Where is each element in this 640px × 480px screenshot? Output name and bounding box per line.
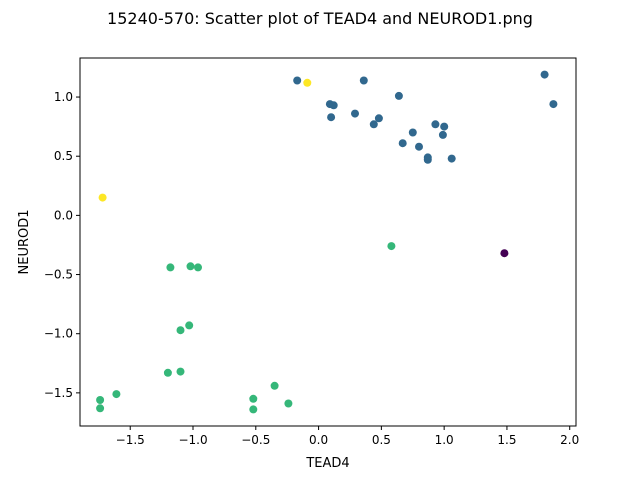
data-point-6 xyxy=(549,100,558,109)
data-point-14 xyxy=(438,130,447,139)
x-tick-label: 1.0 xyxy=(435,433,454,447)
data-point-37 xyxy=(284,399,293,408)
data-point-9 xyxy=(374,114,383,123)
y-tick-label: 0.0 xyxy=(54,208,73,222)
data-point-0 xyxy=(293,76,302,85)
data-point-7 xyxy=(351,109,359,118)
data-point-22 xyxy=(500,249,509,258)
y-axis-label: NEUROD1 xyxy=(17,210,32,275)
y-tick-label: −1.5 xyxy=(44,386,73,400)
data-point-33 xyxy=(96,404,105,413)
data-point-20 xyxy=(303,78,312,87)
x-axis-label: TEAD4 xyxy=(305,456,349,471)
data-point-19 xyxy=(447,154,456,163)
y-tick-label: −1.0 xyxy=(44,327,73,341)
data-point-23 xyxy=(387,242,396,251)
data-point-21 xyxy=(98,193,107,202)
points-layer xyxy=(96,70,558,414)
data-point-12 xyxy=(440,122,449,131)
data-point-35 xyxy=(249,394,258,403)
plot-frame xyxy=(79,57,577,427)
x-tick-label: 0.5 xyxy=(372,433,391,447)
x-tick-label: −1.0 xyxy=(178,433,207,447)
data-point-11 xyxy=(431,120,440,129)
y-tick-label: 0.5 xyxy=(54,149,73,163)
data-point-27 xyxy=(185,321,194,330)
data-point-24 xyxy=(166,263,175,272)
x-tick-label: 0.0 xyxy=(309,433,328,447)
data-point-30 xyxy=(176,367,185,376)
data-point-8 xyxy=(327,113,336,122)
data-point-18 xyxy=(423,155,432,164)
data-point-28 xyxy=(176,326,185,335)
data-point-26 xyxy=(194,263,202,272)
data-point-13 xyxy=(408,128,417,137)
data-point-32 xyxy=(96,396,105,404)
y-tick-label: 1.0 xyxy=(54,90,73,104)
y-tick-label: −0.5 xyxy=(44,268,73,282)
x-tick-label: −0.5 xyxy=(241,433,270,447)
data-point-34 xyxy=(270,381,279,390)
data-point-15 xyxy=(398,139,407,148)
data-point-31 xyxy=(112,390,121,399)
data-point-10 xyxy=(369,120,378,129)
x-tick-label: 1.5 xyxy=(497,433,516,447)
y-axis: −1.5 −1.0 −0.5 0.0 0.5 1.0 xyxy=(44,90,80,400)
data-point-2 xyxy=(540,70,549,79)
data-point-5 xyxy=(329,101,338,110)
data-point-25 xyxy=(186,262,195,271)
data-point-36 xyxy=(249,405,258,414)
x-tick-label: −1.5 xyxy=(116,433,145,447)
data-point-29 xyxy=(163,368,172,377)
chart-title: 15240-570: Scatter plot of TEAD4 and NEU… xyxy=(107,9,533,28)
data-point-1 xyxy=(359,76,368,85)
data-point-16 xyxy=(415,142,423,151)
x-tick-label: 2.0 xyxy=(560,433,579,447)
x-axis: −1.5 −1.0 −0.5 0.0 0.5 1.0 1.5 2.0 xyxy=(116,426,579,447)
data-point-3 xyxy=(394,91,403,100)
